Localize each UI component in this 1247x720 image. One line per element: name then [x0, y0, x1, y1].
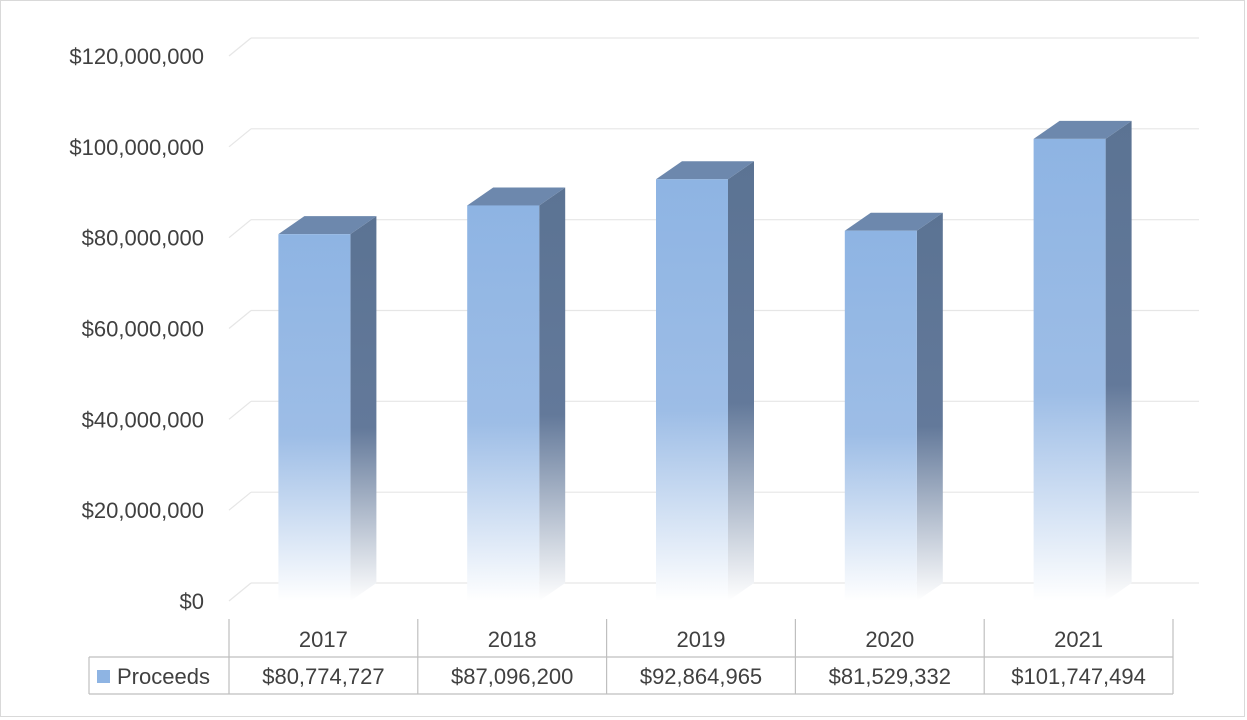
data-label: $87,096,200	[451, 664, 573, 689]
bar-2018	[467, 187, 566, 601]
gridline-depth	[228, 37, 252, 57]
y-tick-label: $100,000,000	[69, 135, 204, 160]
bar-side	[1105, 120, 1132, 602]
bar-top	[656, 161, 754, 180]
legend-swatch	[97, 670, 110, 683]
y-tick-label: $40,000,000	[82, 407, 204, 432]
y-tick-label: $20,000,000	[82, 498, 204, 523]
y-axis: $0 $20,000,000 $40,000,000 $60,000,000 $80,0…	[69, 44, 204, 614]
y-tick-label: $0	[180, 589, 204, 614]
data-label: $101,747,494	[1011, 664, 1146, 689]
bar-front	[844, 230, 917, 601]
bar-side	[350, 216, 377, 601]
gridline-depth	[228, 310, 252, 329]
category-label: 2019	[677, 627, 726, 652]
bar-top	[1033, 120, 1132, 139]
data-label: $80,774,727	[262, 664, 384, 689]
category-label: 2021	[1054, 627, 1103, 652]
bar-side	[539, 187, 566, 601]
y-tick-label: $80,000,000	[82, 226, 204, 251]
bar-side	[916, 212, 943, 601]
bar-2021	[1033, 120, 1132, 602]
bars	[278, 120, 1132, 602]
gridline-depth	[228, 219, 252, 239]
category-label: 2017	[299, 627, 348, 652]
bar-front	[1033, 138, 1106, 602]
bar-front	[467, 205, 540, 601]
bar-top	[278, 216, 377, 235]
category-label: 2020	[865, 627, 914, 652]
bar-top	[844, 212, 943, 231]
bar-2017	[278, 216, 377, 601]
bar-2020	[844, 212, 943, 601]
gridline-depth	[228, 128, 252, 148]
gridline-depth	[228, 491, 252, 511]
category-label: 2018	[488, 627, 537, 652]
bar-front	[656, 179, 728, 601]
bar-top	[467, 187, 566, 206]
data-table: 2017 $80,774,727 2018 $87,096,200 2019 $92,86…	[88, 619, 1174, 695]
y-tick-label: $60,000,000	[82, 317, 204, 342]
legend-label: Proceeds	[117, 664, 210, 689]
bar-front	[278, 234, 351, 601]
gridline-depth	[228, 400, 252, 420]
y-tick-label: $120,000,000	[69, 44, 204, 69]
data-label: $81,529,332	[829, 664, 951, 689]
bar-2019	[656, 161, 754, 601]
gridline-depth	[228, 582, 252, 602]
bar-side	[728, 161, 754, 601]
data-label: $92,864,965	[640, 664, 762, 689]
